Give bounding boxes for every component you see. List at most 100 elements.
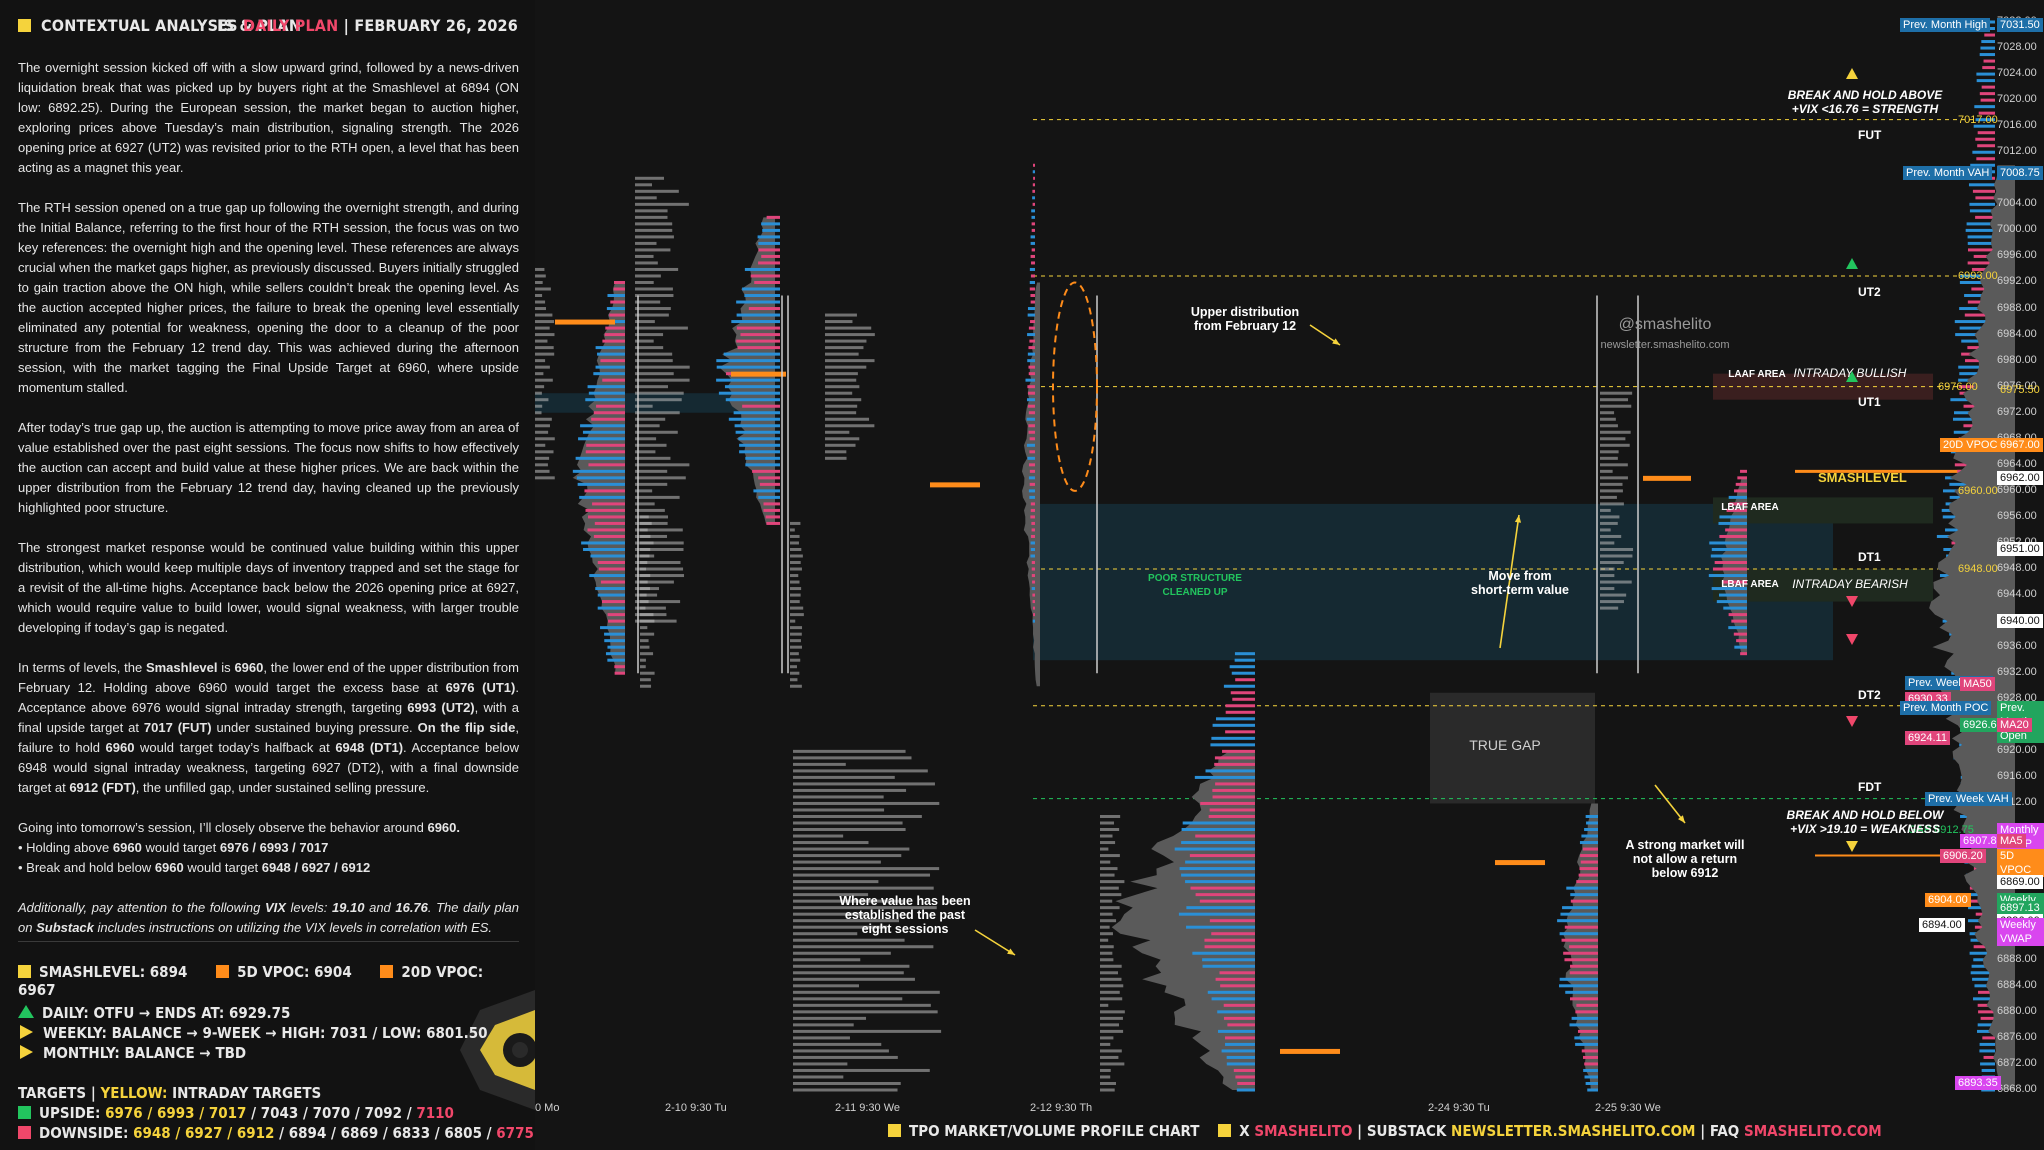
- tpo-letters: [1600, 424, 1618, 428]
- tpo-letters: [635, 502, 655, 506]
- level-tag: Prev. Week VAH: [1925, 791, 2012, 806]
- tpo-letters: [635, 424, 660, 428]
- tpo-letters: [635, 450, 656, 454]
- tpo-letters: [793, 873, 931, 877]
- volume-bar: [742, 287, 780, 291]
- volume-bar: [1580, 860, 1598, 864]
- volume-bar: [761, 222, 780, 226]
- volume-bar: [1959, 326, 1995, 330]
- tpo-letters: [825, 430, 850, 434]
- volume-bar: [1976, 157, 1995, 161]
- volume-bar: [597, 606, 625, 610]
- daily-up-icon: [18, 1005, 34, 1018]
- volume-bar: [1578, 873, 1598, 877]
- tpo-letters: [1100, 958, 1114, 962]
- substack-link[interactable]: NEWSLETTER.SMASHELITO.COM: [1451, 1122, 1696, 1140]
- tpo-letters: [1100, 925, 1110, 929]
- volume-bar: [1725, 528, 1747, 532]
- level-tag: 6869.00: [1997, 874, 2043, 889]
- tpo-letters: [635, 287, 673, 291]
- tpo-letters: [1100, 886, 1119, 890]
- tpo-letters: [825, 365, 867, 369]
- tpo-letters: [793, 749, 906, 753]
- downside-swatch-icon: [18, 1126, 31, 1139]
- tpo-letters: [793, 958, 861, 962]
- volume-bar: [1735, 482, 1747, 486]
- tpo-letters: [635, 541, 684, 545]
- volume-bar: [1194, 775, 1255, 779]
- tpo-letters: [790, 574, 799, 578]
- tpo-letters: [790, 613, 804, 617]
- volume-bar: [1965, 228, 1995, 232]
- volume-bar: [1979, 92, 1995, 96]
- tpo-letters: [640, 626, 648, 630]
- volume-bar: [1222, 749, 1255, 753]
- tpo-letters: [635, 359, 673, 363]
- tpo-letters: [635, 280, 654, 284]
- volume-bar: [742, 404, 780, 408]
- volume-bar: [1972, 977, 1995, 981]
- volume-bar: [1029, 437, 1035, 441]
- volume-bar: [583, 547, 625, 551]
- tpo-letters: [535, 307, 547, 311]
- tpo-letters: [1600, 554, 1633, 558]
- tpo-letters: [635, 567, 684, 571]
- level-tag: 6948.00: [1958, 563, 1998, 576]
- volume-bar: [614, 671, 625, 675]
- tpo-letters: [793, 762, 846, 766]
- volume-bar: [1559, 977, 1598, 981]
- target-up-icon: [1846, 258, 1858, 269]
- tpo-letters: [1100, 899, 1113, 903]
- tpo-letters: [535, 365, 550, 369]
- lbaf-area-label-1: LBAF AREA: [1721, 502, 1779, 513]
- volume-bar: [1195, 834, 1255, 838]
- volume-bar: [606, 307, 625, 311]
- tpo-letters: [635, 495, 680, 499]
- target-ut2: UT2: [1858, 285, 1881, 299]
- volume-bar: [1225, 710, 1255, 714]
- tpo-letters: [635, 417, 666, 421]
- volume-bar: [613, 287, 625, 291]
- volume-bar: [1185, 860, 1255, 864]
- volume-bar: [1570, 964, 1598, 968]
- volume-bar: [1575, 1042, 1598, 1046]
- volume-bar: [744, 294, 780, 298]
- volume-bar: [604, 632, 625, 636]
- tpo-chart[interactable]: 7032.007028.007024.007020.007016.007012.…: [535, 0, 2044, 1150]
- vpoc5-swatch-icon: [216, 965, 230, 978]
- watermark-url: newsletter.smashelito.com: [1600, 339, 1730, 351]
- tpo-letters: [825, 378, 857, 382]
- panel-divider: [18, 941, 519, 942]
- vpoc-bar: [1643, 475, 1691, 481]
- volume-bar: [1209, 919, 1255, 923]
- volume-bar: [752, 469, 780, 473]
- volume-bar: [1233, 1068, 1255, 1072]
- tpo-letters: [635, 365, 690, 369]
- tpo-letters: [1600, 574, 1615, 578]
- tpo-letters: [793, 912, 865, 916]
- tpo-letters: [825, 411, 857, 415]
- intraday-bullish-label: INTRADAY BULLISH: [1793, 366, 1907, 380]
- volume-bar: [1219, 971, 1255, 975]
- tpo-letters: [635, 352, 673, 356]
- price-tick: 6880.00: [1997, 1004, 2037, 1017]
- tpo-letters: [825, 456, 847, 460]
- paragraph-vix: Additionally, pay attention to the follo…: [18, 900, 519, 935]
- volume-bar: [1210, 743, 1255, 747]
- volume-bar: [1032, 183, 1035, 187]
- tpo-letters: [1100, 906, 1120, 910]
- volume-bar: [723, 352, 780, 356]
- volume-bar: [1227, 1023, 1255, 1027]
- x-handle-link[interactable]: SMASHELITO: [1254, 1122, 1353, 1140]
- tpo-letters: [635, 463, 690, 467]
- tpo-letters: [825, 450, 847, 454]
- faq-link[interactable]: SMASHELITO.COM: [1743, 1122, 1882, 1140]
- level-tag: Prev. Month VAH: [1903, 166, 1993, 181]
- tpo-letters: [535, 372, 544, 376]
- volume-bar: [1977, 144, 1995, 148]
- tpo-letters: [640, 678, 651, 682]
- volume-bar: [1211, 736, 1255, 740]
- tpo-letters: [640, 632, 655, 636]
- chart-canvas[interactable]: [535, 0, 2044, 1150]
- tpo-letters: [640, 561, 648, 565]
